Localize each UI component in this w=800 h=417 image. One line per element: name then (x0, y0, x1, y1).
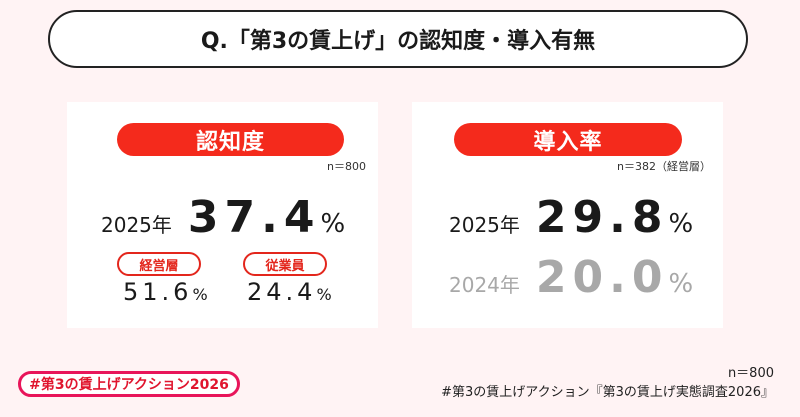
employee-value: 24.4% (247, 278, 332, 306)
awareness-sample-size: n＝800 (327, 160, 366, 173)
footer-source: #第3の賃上げアクション『第3の賃上げ実態調査2026』 (441, 385, 774, 400)
awareness-value: 37.4% (187, 192, 346, 243)
awareness-card: 認知度 n＝800 2025年 37.4% 経営層 51.6% 従業員 24.4… (67, 102, 378, 328)
adoption-card: 導入率 n＝382（経営層） 2025年 29.8% 2024年 20.0% (412, 102, 723, 328)
question-title-text: Q.「第3の賃上げ」の認知度・導入有無 (200, 29, 596, 54)
employee-badge: 従業員 (243, 252, 327, 276)
adoption-sample-size: n＝382（経営層） (617, 160, 711, 173)
adoption-2025-value: 29.8% (535, 192, 694, 243)
campaign-hashtag-text: #第3の賃上げアクション2026 (29, 377, 229, 393)
adoption-2024-row: 2024年 20.0% (449, 252, 693, 303)
campaign-hashtag-badge: #第3の賃上げアクション2026 (18, 371, 240, 397)
adoption-badge: 導入率 (454, 123, 682, 156)
adoption-2025-row: 2025年 29.8% (449, 192, 693, 243)
executive-value: 51.6% (123, 278, 208, 306)
footer-sample-size: n＝800 (727, 366, 774, 381)
source-footer: n＝800 #第3の賃上げアクション『第3の賃上げ実態調査2026』 (441, 364, 774, 402)
awareness-year: 2025年 (101, 213, 172, 237)
question-title: Q.「第3の賃上げ」の認知度・導入有無 (48, 10, 748, 68)
awareness-badge: 認知度 (117, 123, 344, 156)
executive-badge: 経営層 (117, 252, 201, 276)
awareness-2025-row: 2025年 37.4% (101, 192, 345, 243)
adoption-2024-year: 2024年 (449, 273, 520, 297)
adoption-2025-year: 2025年 (449, 213, 520, 237)
adoption-2024-value: 20.0% (535, 252, 694, 303)
